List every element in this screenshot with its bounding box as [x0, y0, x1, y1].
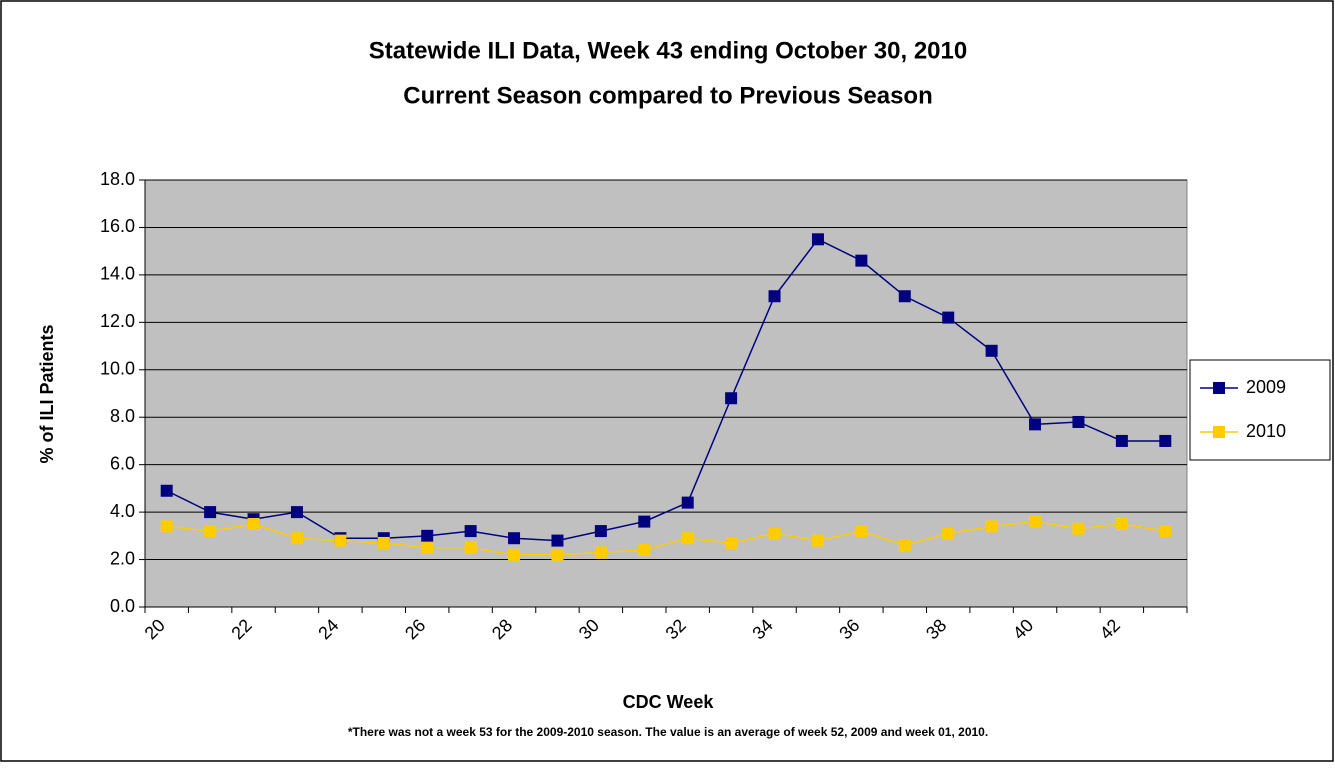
legend-marker	[1213, 382, 1225, 394]
data-point	[594, 546, 607, 559]
legend-marker	[1213, 426, 1225, 438]
data-point	[638, 544, 651, 557]
data-point	[768, 290, 781, 303]
y-tick-label: 8.0	[110, 406, 135, 426]
data-point	[551, 548, 564, 561]
data-point	[204, 525, 217, 538]
data-point	[985, 520, 998, 533]
data-point	[464, 525, 477, 538]
data-point	[204, 506, 217, 519]
data-point	[464, 541, 477, 554]
y-tick-label: 6.0	[110, 453, 135, 473]
data-point	[508, 532, 521, 545]
data-point	[725, 392, 738, 405]
data-point	[160, 484, 173, 497]
data-point	[1115, 434, 1128, 447]
data-point	[1029, 418, 1042, 431]
data-point	[725, 536, 738, 549]
y-axis-label: % of ILI Patients	[37, 324, 57, 463]
x-axis-label: CDC Week	[623, 692, 715, 712]
data-point	[247, 517, 260, 530]
data-point	[334, 534, 347, 547]
data-point	[1072, 522, 1085, 535]
data-point	[811, 233, 824, 246]
data-point	[290, 506, 303, 519]
data-point	[681, 496, 694, 509]
data-point	[768, 527, 781, 540]
data-point	[942, 311, 955, 324]
chart-subtitle: Current Season compared to Previous Seas…	[403, 82, 933, 109]
data-point	[421, 529, 434, 542]
data-point	[290, 532, 303, 545]
data-point	[160, 520, 173, 533]
plot-area	[144, 179, 1188, 608]
y-tick-label: 18.0	[100, 169, 135, 189]
data-point	[898, 539, 911, 552]
legend-label: 2009	[1246, 377, 1286, 397]
data-point	[508, 548, 521, 561]
y-tick-label: 16.0	[100, 216, 135, 236]
data-point	[898, 290, 911, 303]
data-point	[1159, 525, 1172, 538]
y-tick-label: 4.0	[110, 501, 135, 521]
data-point	[594, 525, 607, 538]
data-point	[985, 344, 998, 357]
data-point	[811, 534, 824, 547]
data-point	[1029, 515, 1042, 528]
data-point	[551, 534, 564, 547]
y-tick-label: 12.0	[100, 311, 135, 331]
chart-title: Statewide ILI Data, Week 43 ending Octob…	[369, 37, 967, 64]
legend-label: 2010	[1246, 421, 1286, 441]
data-point	[855, 254, 868, 267]
series-line	[166, 238, 1166, 542]
y-tick-label: 2.0	[110, 548, 135, 568]
data-point	[681, 532, 694, 545]
data-point	[942, 527, 955, 540]
data-point	[377, 536, 390, 549]
footnote: *There was not a week 53 for the 2009-20…	[348, 725, 988, 739]
data-point	[1115, 517, 1128, 530]
data-point	[421, 541, 434, 554]
y-tick-label: 10.0	[100, 359, 135, 379]
series-line	[166, 520, 1166, 556]
legend-box	[1189, 359, 1331, 461]
data-point	[1072, 415, 1085, 428]
data-point	[638, 515, 651, 528]
y-tick-label: 14.0	[100, 264, 135, 284]
y-tick-label: 0.0	[110, 596, 135, 616]
data-point	[1159, 434, 1172, 447]
data-point	[855, 525, 868, 538]
